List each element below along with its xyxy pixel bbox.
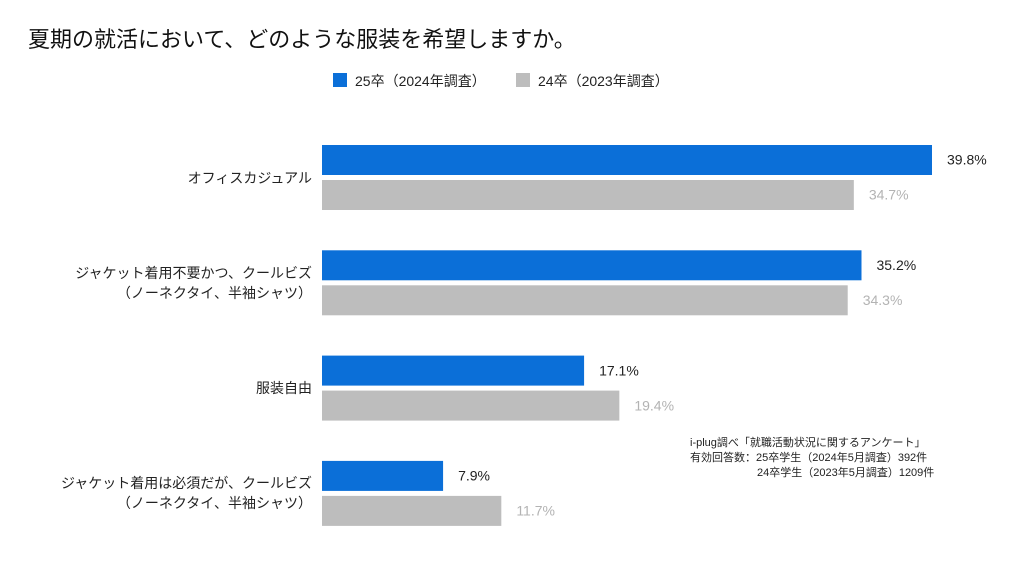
category-label: 服装自由 (256, 380, 312, 397)
value-label: 35.2% (876, 257, 916, 273)
category-label: オフィスカジュアル (187, 169, 312, 186)
bar (322, 250, 862, 281)
value-label: 7.9% (458, 468, 490, 484)
legend-label: 25卒（2024年調査） (355, 73, 486, 89)
footnote-line: i-plug調べ「就職活動状況に関するアンケート」 (690, 437, 926, 449)
value-label: 39.8% (947, 152, 987, 168)
value-label: 11.7% (516, 503, 555, 519)
legend-swatch (516, 73, 530, 87)
legend-label: 24卒（2023年調査） (538, 73, 669, 89)
category-label: ジャケット着用は必須だが、クールビズ （ノーネクタイ、半袖シャツ） (60, 475, 312, 512)
value-label: 19.4% (634, 397, 674, 413)
category-label: ジャケット着用不要かつ、クールビズ （ノーネクタイ、半袖シャツ） (75, 264, 312, 301)
value-label: 17.1% (599, 362, 639, 378)
bar (322, 390, 620, 421)
bar (322, 355, 585, 386)
bar (322, 145, 932, 175)
bar (322, 460, 444, 491)
footnote-line: 24卒学生（2023年5月調査）1209件 (757, 467, 935, 479)
chart-title: 夏期の就活において、どのような服装を希望しますか。 (28, 27, 576, 52)
bar (322, 285, 848, 316)
footnote-line: 有効回答数：25卒学生（2024年5月調査）392件 (690, 452, 928, 464)
bar (322, 180, 854, 210)
value-label: 34.3% (863, 292, 903, 308)
bar (322, 495, 502, 526)
value-label: 34.7% (869, 187, 909, 203)
footnote: i-plug調べ「就職活動状況に関するアンケート」 有効回答数：25卒学生（20… (690, 436, 934, 481)
legend-swatch (333, 73, 347, 87)
